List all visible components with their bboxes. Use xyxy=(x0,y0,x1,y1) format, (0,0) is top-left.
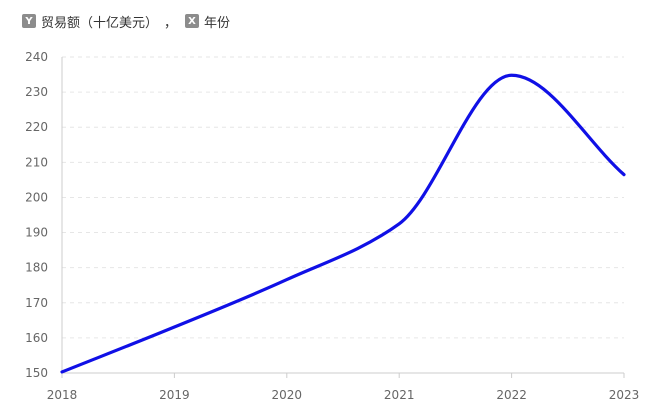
y-axis-legend-label: 贸易额（十亿美元） xyxy=(41,15,159,31)
series-line-0 xyxy=(60,73,626,374)
y-tick-label: 220 xyxy=(25,120,48,134)
data-point[interactable] xyxy=(619,170,629,180)
x-tick-label: 2020 xyxy=(272,388,303,402)
data-point[interactable] xyxy=(507,70,517,80)
y-tick-label: 160 xyxy=(25,331,48,345)
x-tick-label: 2023 xyxy=(609,388,640,402)
series-layer xyxy=(60,73,626,374)
chart-legend: Y 贸易额（十亿美元） ， X 年份 xyxy=(22,11,230,31)
data-point[interactable] xyxy=(57,367,67,377)
x-tick-label: 2022 xyxy=(496,388,527,402)
y-tick-label: 170 xyxy=(25,296,48,310)
x-axis-legend-label: 年份 xyxy=(204,15,231,31)
x-tick-label: 2021 xyxy=(384,388,415,402)
y-tick-label: 230 xyxy=(25,85,48,99)
grid-lines xyxy=(62,56,624,339)
data-point[interactable] xyxy=(394,219,404,229)
x-tick-label: 2019 xyxy=(159,388,190,402)
y-tick-label: 190 xyxy=(25,226,48,240)
y-tick-label: 210 xyxy=(25,155,48,169)
x-tick-label: 2018 xyxy=(47,388,78,402)
data-point[interactable] xyxy=(169,322,179,332)
legend-separator: ， xyxy=(164,15,178,31)
data-points xyxy=(57,70,629,377)
x-axis-tick-labels: 2018 2019 2020 2021 2022 2023 xyxy=(47,388,640,402)
axes xyxy=(61,57,625,378)
data-point[interactable] xyxy=(282,275,292,285)
y-tick-label: 180 xyxy=(25,261,48,275)
y-axis-badge: Y xyxy=(22,14,36,28)
y-tick-label: 200 xyxy=(25,190,48,204)
x-axis-badge: X xyxy=(185,14,200,28)
y-tick-label: 240 xyxy=(25,50,48,64)
y-tick-label: 150 xyxy=(25,366,48,380)
y-axis-tick-labels: 150 160 170 180 190 200 210 220 230 240 xyxy=(25,50,48,380)
